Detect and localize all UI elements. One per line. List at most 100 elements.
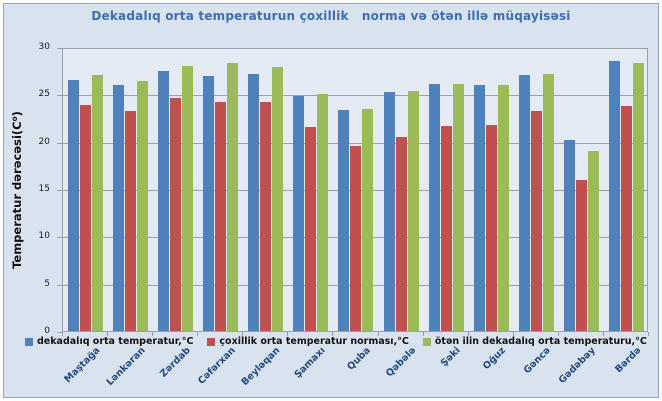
bar-group-Şamaxı — [288, 49, 333, 331]
x-tick-mark — [648, 332, 649, 336]
bar — [350, 146, 362, 331]
bar — [530, 111, 542, 331]
y-tick-mark — [57, 95, 62, 97]
bar — [575, 180, 587, 331]
y-tick-label: 20 — [38, 136, 50, 147]
plot-area — [62, 48, 648, 332]
y-tick-label: 5 — [44, 278, 50, 289]
x-category-label-text: Zərdab — [157, 345, 193, 380]
gridline-20 — [63, 142, 647, 144]
x-category-label-text: Qəbələ — [383, 345, 418, 380]
x-category-label-text: Şəki — [438, 345, 463, 369]
y-tick-label: 15 — [38, 184, 50, 194]
y-tick-label: 10 — [38, 231, 50, 242]
bar — [317, 94, 329, 331]
chart-title: Dekadalıq orta temperaturun çoxillik nor… — [91, 9, 571, 23]
legend-marker — [422, 337, 431, 346]
bar-group-Cəfərxan — [198, 49, 243, 331]
x-tick-mark — [558, 332, 559, 336]
x-category-label-text: Gədəbəy — [557, 345, 599, 386]
bar-group-Zərdab — [153, 49, 198, 331]
x-category-label-text: Lənkəran — [104, 345, 148, 389]
bar — [563, 140, 575, 331]
bar — [158, 71, 170, 331]
bar — [272, 67, 284, 331]
legend: dekadalıq orta temperatur,°C çoxillik ort… — [25, 336, 647, 347]
bar — [182, 66, 194, 331]
bar — [473, 85, 485, 331]
bar — [227, 63, 239, 331]
y-tick-mark — [57, 48, 62, 49]
bar — [608, 61, 620, 331]
bar — [485, 125, 497, 331]
bar-group-Beyləqan — [243, 49, 288, 331]
bar — [260, 102, 272, 331]
x-tick-mark — [423, 332, 424, 336]
bar-group-Gədəbəy — [559, 49, 604, 331]
y-tick-mark — [57, 237, 62, 239]
x-category-label-text: Quba — [345, 345, 373, 373]
bar — [542, 74, 554, 331]
legend-label: dekadalıq orta temperatur,°C — [37, 336, 194, 347]
legend-item: ötən ilin dekadalıq orta temperaturu,°C — [422, 336, 647, 347]
x-tick-mark — [603, 332, 604, 336]
bar — [497, 85, 509, 331]
bar — [587, 151, 599, 331]
bar — [452, 84, 464, 331]
bar — [293, 96, 305, 331]
x-category-label-text: Oğuz — [481, 345, 508, 372]
x-tick-mark — [152, 332, 153, 336]
y-tick-mark — [57, 142, 62, 144]
bar — [440, 126, 452, 331]
bar — [215, 102, 227, 331]
gridline-25 — [63, 95, 647, 97]
x-category-label-text: Beyləqan — [239, 345, 283, 388]
bar-group-Quba — [333, 49, 378, 331]
bar — [395, 137, 407, 331]
bar — [92, 75, 104, 331]
bar — [125, 111, 137, 331]
x-category-label-text: Bərdə — [613, 345, 644, 376]
x-tick-mark — [107, 332, 108, 336]
bar — [362, 109, 374, 331]
y-tick-label: 25 — [38, 89, 50, 100]
x-tick-mark — [197, 332, 198, 336]
bar-group-Lənkəran — [108, 49, 153, 331]
bar — [620, 106, 632, 331]
legend-label: çoxillik orta temperatur norması,°C — [219, 336, 409, 347]
legend-marker — [207, 337, 216, 346]
y-tick-mark — [57, 190, 62, 191]
bar — [80, 105, 92, 331]
bar — [383, 92, 395, 331]
x-tick-mark — [287, 332, 288, 336]
bar — [632, 63, 644, 331]
bar — [170, 98, 182, 331]
bar-group-Şəki — [424, 49, 469, 331]
bar — [407, 91, 419, 331]
y-tick-mark — [57, 332, 62, 333]
legend-item: çoxillik orta temperatur norması,°C — [207, 336, 409, 347]
x-tick-mark — [332, 332, 333, 336]
bar — [305, 127, 317, 331]
x-category-label-text: Cəfərxan — [195, 345, 238, 387]
bar-group-Qəbələ — [379, 49, 424, 331]
bar-group-Maştağa — [63, 49, 108, 331]
bar — [203, 76, 215, 331]
bar — [518, 75, 530, 331]
bar — [248, 74, 260, 331]
x-tick-mark — [242, 332, 243, 336]
legend-item: dekadalıq orta temperatur,°C — [25, 336, 193, 347]
x-category-label-text: Şamaxı — [292, 345, 328, 381]
bar-group-Gəncə — [514, 49, 559, 331]
chart-frame: Dekadalıq orta temperaturun çoxillik nor… — [3, 3, 659, 398]
x-tick-mark — [513, 332, 514, 336]
bar-group-Oğuz — [469, 49, 514, 331]
legend-label: ötən ilin dekadalıq orta temperaturu,°C — [434, 336, 647, 347]
y-tick-label: 30 — [38, 42, 50, 52]
bar — [68, 80, 80, 331]
bar — [338, 110, 350, 331]
x-tick-mark — [62, 332, 63, 336]
y-tick-mark — [57, 284, 62, 286]
x-tick-mark — [468, 332, 469, 336]
